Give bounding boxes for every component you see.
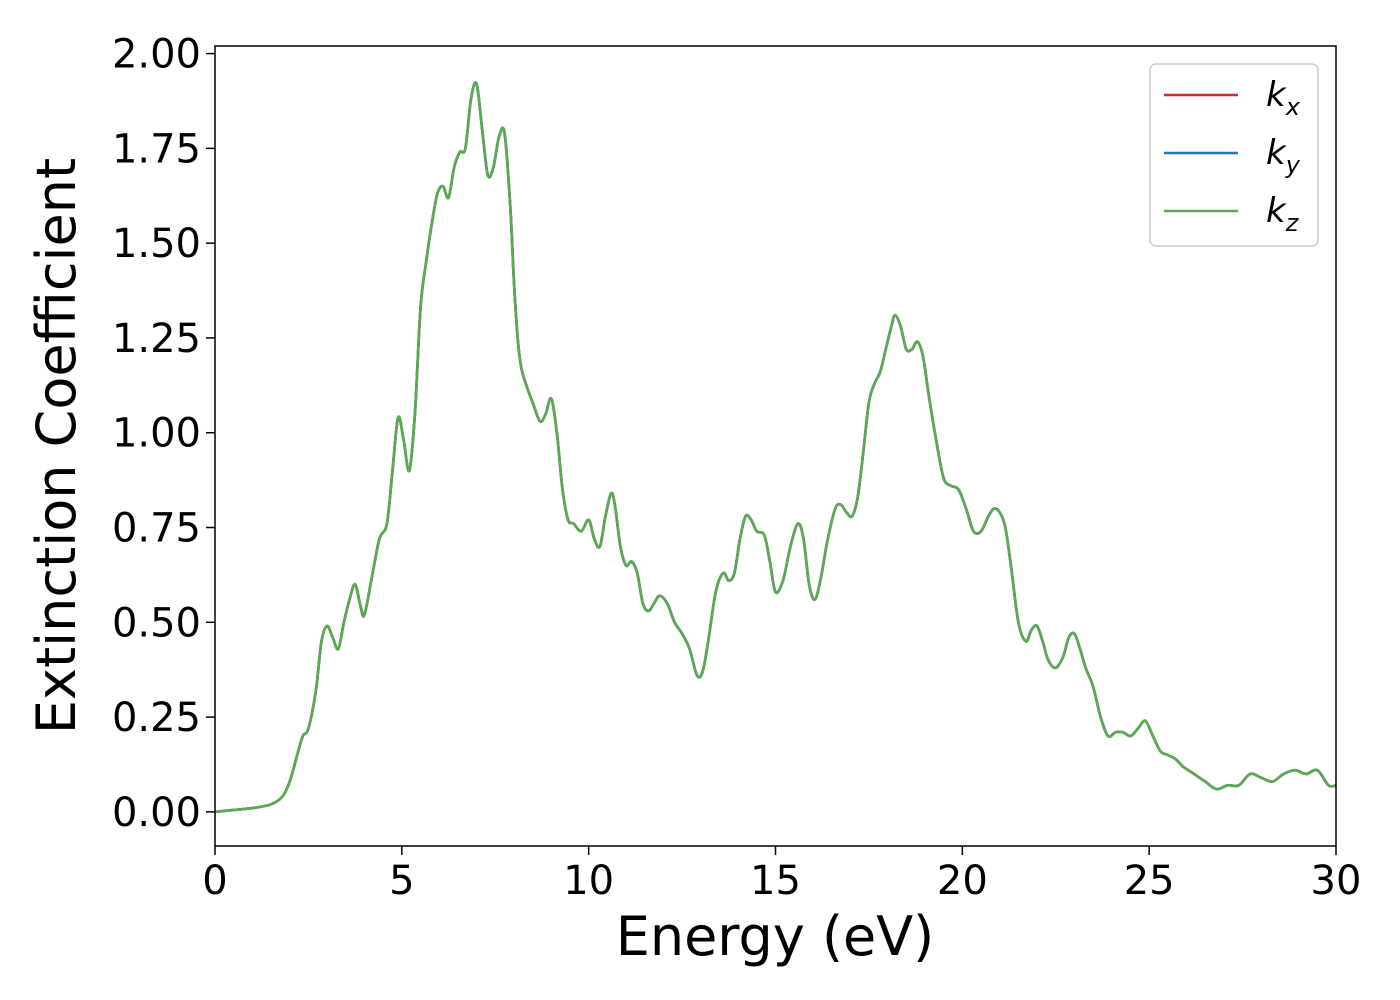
y-tick-label: 1.50	[112, 221, 201, 267]
y-tick-label: 0.00	[112, 790, 201, 836]
x-tick-label: 10	[563, 858, 614, 904]
legend: kx ky kz	[1149, 63, 1319, 247]
y-tick-label: 0.75	[112, 506, 201, 552]
x-tick-label: 25	[1124, 858, 1175, 904]
y-tick-label: 1.25	[112, 316, 201, 362]
y-tick-label: 0.50	[112, 600, 201, 646]
y-tick-label: 1.00	[112, 411, 201, 457]
x-tick-label: 30	[1311, 858, 1362, 904]
x-tick-label: 20	[937, 858, 988, 904]
x-tick-label: 0	[202, 858, 227, 904]
x-tick-label: 15	[750, 858, 801, 904]
legend-label-kz: kz	[1266, 191, 1300, 237]
x-tick-label: 5	[389, 858, 414, 904]
y-axis-label: Extinction Coefficient	[25, 158, 88, 734]
legend-box	[1149, 63, 1319, 247]
y-tick-label: 2.00	[112, 32, 201, 78]
series-layer	[215, 81, 1336, 814]
legend-label-kx: kx	[1266, 75, 1301, 121]
legend-label-ky: ky	[1266, 133, 1301, 179]
series-line-kz	[215, 81, 1336, 814]
x-axis-ticks: 0 5 10 15 20 25 30	[202, 846, 1361, 904]
y-tick-label: 0.25	[112, 695, 201, 741]
y-tick-label: 1.75	[112, 126, 201, 172]
x-axis-label: Energy (eV)	[616, 905, 935, 968]
y-axis-ticks: 0.00 0.25 0.50 0.75 1.00 1.25 1.50 1.75 2.00	[112, 32, 215, 836]
